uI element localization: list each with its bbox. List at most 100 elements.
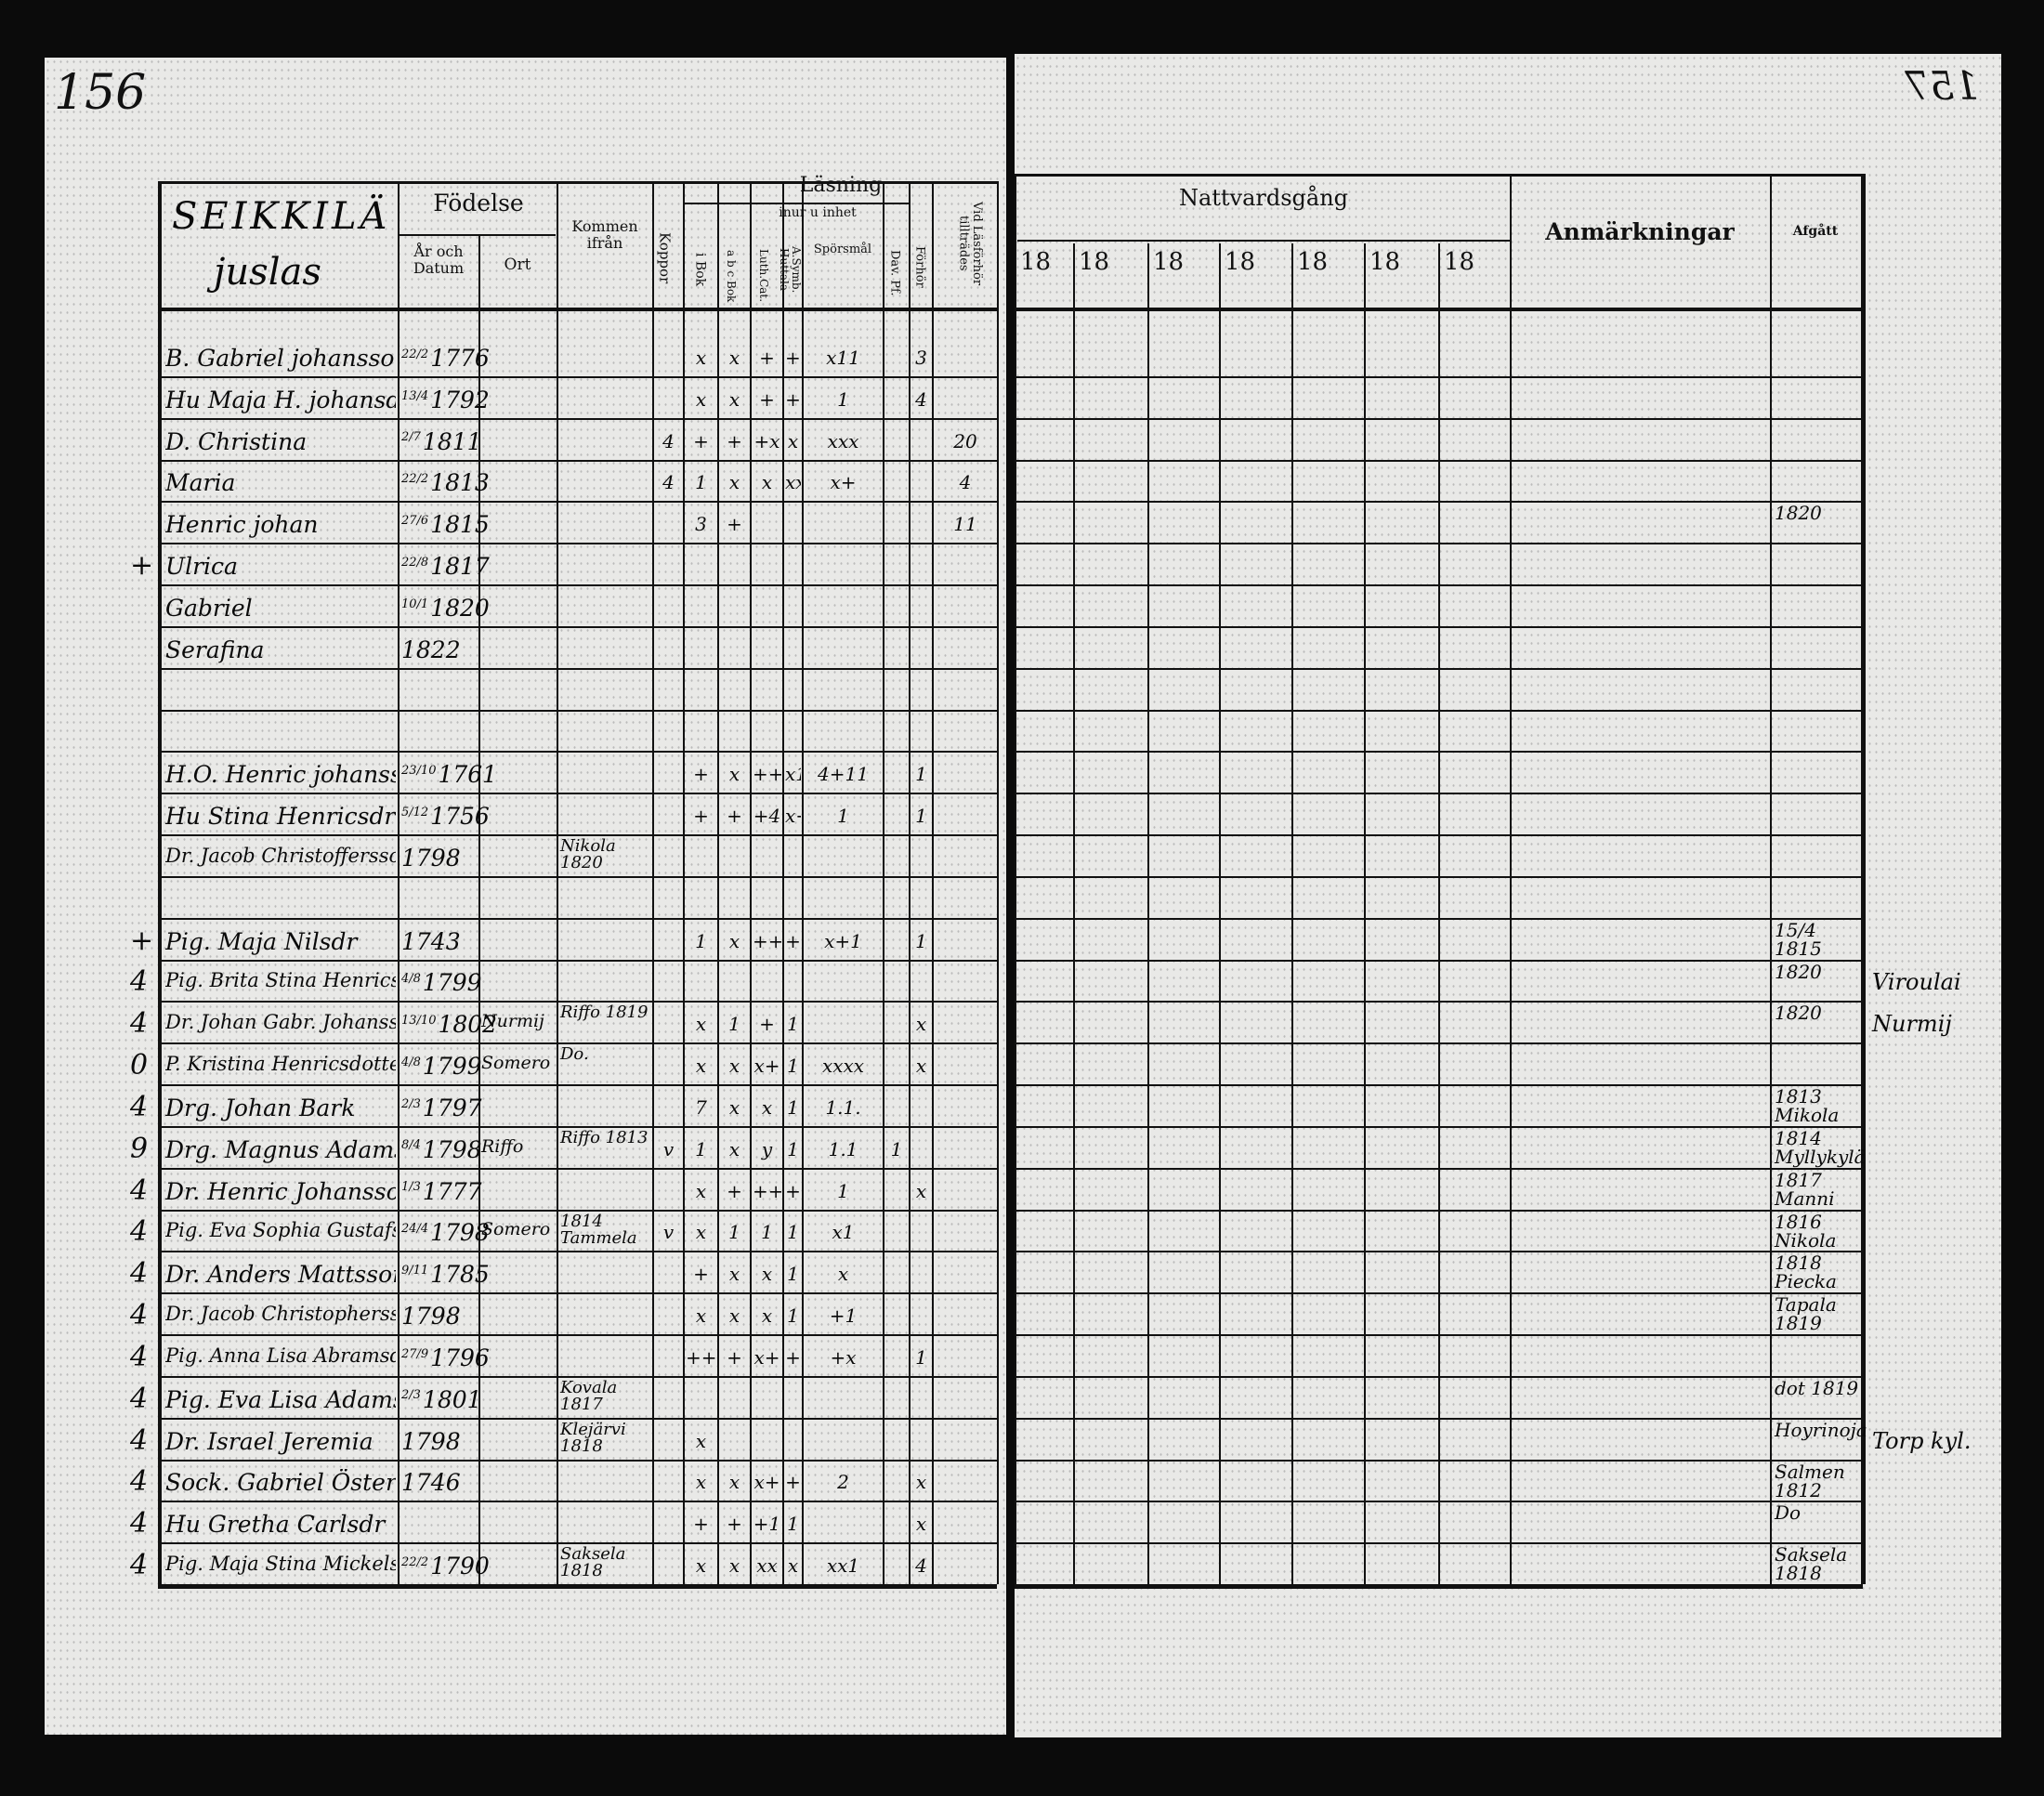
row-line: [1015, 875, 1863, 878]
reading-mark: 1: [837, 1179, 849, 1202]
reading-mark: +: [759, 1013, 775, 1036]
departed-entry: Hoyrinoja: [1775, 1418, 1867, 1441]
margin-mark: 4: [130, 1465, 149, 1499]
header-abc-book: a b c Bok: [725, 249, 739, 303]
column-line: [717, 181, 719, 1585]
reading-mark: x: [695, 1471, 707, 1494]
header-communion: Nattvardsgång: [1178, 185, 1349, 211]
birth-date: 1798: [401, 1303, 461, 1330]
row-line: [1015, 793, 1863, 795]
reading-mark: x+: [830, 471, 857, 494]
reading-mark: x1: [785, 763, 801, 786]
header-year-col: 18: [1153, 248, 1185, 276]
reading-mark: 4: [915, 1554, 927, 1578]
departed-entry: 1813 Mikola: [1775, 1085, 1840, 1127]
reading-mark: x: [728, 1554, 740, 1578]
birth-date: 24/41798: [401, 1219, 490, 1246]
row-line: [158, 625, 997, 628]
reading-mark: xx1: [826, 1554, 860, 1578]
person-name: B. Gabriel johansson: [165, 345, 396, 372]
reading-mark: 1: [787, 1137, 799, 1160]
reading-mark: +: [727, 1179, 742, 1202]
reading-mark: 4: [662, 471, 675, 494]
birth-date: 8/41798: [401, 1136, 482, 1163]
birth-year: 1746: [401, 1469, 461, 1497]
margin-mark: +: [130, 549, 154, 583]
person-name: D. Christina: [165, 427, 308, 455]
column-line: [652, 181, 654, 1585]
reading-mark: 1: [915, 929, 927, 952]
row-line: [158, 1001, 997, 1003]
birth-date: 1798: [401, 845, 461, 872]
person-name: Drg. Johan Bark: [165, 1094, 356, 1121]
person-name: Pig. Maja Stina Mickelsdr: [165, 1553, 396, 1576]
birth-day-month: 13/10: [401, 1013, 437, 1028]
reading-mark: x: [695, 1429, 707, 1452]
reading-mark: +: [759, 347, 775, 369]
column-line: [158, 181, 162, 1585]
birth-year: 1801: [422, 1385, 482, 1413]
reading-mark: ++: [753, 1179, 781, 1202]
person-name: Dr. Israel Jeremia: [165, 1427, 373, 1455]
birth-place: Somero: [481, 1053, 551, 1074]
person-name: Hu Maja H. johansdr: [165, 386, 396, 413]
row-line: [1015, 709, 1863, 712]
person-name: Hu Gretha Carlsdr: [165, 1511, 386, 1539]
birth-day-month: 22/2: [401, 347, 429, 361]
reading-mark: 1: [787, 1304, 799, 1328]
column-line: [1073, 243, 1075, 1585]
birth-place: Nurmij: [481, 1011, 544, 1032]
person-name: Ulrica: [165, 553, 238, 581]
column-line: [1147, 243, 1149, 1585]
departed-entry: Salmen 1812: [1775, 1460, 1845, 1501]
birth-day-month: 22/8: [401, 555, 429, 570]
header-year-col: 18: [1079, 248, 1110, 276]
row-line: [1015, 625, 1863, 628]
reading-mark: 1: [915, 1345, 927, 1369]
person-name: Dr. Henric Johansson: [165, 1177, 396, 1205]
birth-day-month: 5/12: [401, 805, 429, 819]
reading-mark: x: [728, 387, 740, 411]
reading-mark: x: [695, 1055, 707, 1078]
column-line: [802, 181, 804, 1585]
came-from: 1814 Tammela: [560, 1211, 637, 1248]
reading-mark: +: [727, 805, 742, 828]
reading-mark: ++: [753, 763, 781, 786]
birth-divider: [400, 234, 556, 236]
departed-entry: Saksela 1818: [1775, 1543, 1848, 1585]
row-line: [158, 1375, 997, 1378]
birth-year: 1813: [430, 469, 490, 497]
row-line: [1015, 376, 1863, 378]
person-name: H.O. Henric johansson: [165, 761, 396, 789]
reading-mark: +: [785, 387, 801, 411]
village-sub: juslas: [214, 251, 321, 294]
reading-mark: +: [785, 1345, 801, 1369]
reading-mark: x: [728, 1304, 740, 1328]
row-line: [1015, 1542, 1863, 1545]
reading-mark: +: [693, 1263, 709, 1286]
birth-year: 1811: [422, 427, 482, 455]
birth-year: 1797: [422, 1094, 482, 1121]
birth-day-month: 22/2: [401, 472, 429, 487]
header-dav-ps: Dav. Pf.: [887, 250, 902, 296]
reading-mark: 4+11: [818, 763, 869, 786]
row-line: [158, 751, 997, 754]
reading-mark: x: [695, 387, 707, 411]
row-line: [1015, 1584, 1863, 1590]
reading-mark: x: [915, 1055, 927, 1078]
came-from: Nikola 1820: [560, 836, 616, 873]
person-name: Pig. Eva Sophia Gustafsdr: [165, 1219, 396, 1242]
reading-mark: x: [787, 1554, 799, 1578]
row-line: [158, 309, 997, 311]
column-line: [932, 181, 934, 1585]
reading-mark: v: [662, 1137, 675, 1160]
reading-mark: x: [728, 1471, 740, 1494]
header-year-col: 18: [1444, 248, 1475, 276]
birth-year: 1776: [430, 345, 490, 372]
column-line: [909, 181, 911, 1585]
column-line: [398, 181, 400, 1585]
right-page: [1015, 54, 2001, 1737]
birth-year: 1798: [401, 844, 461, 872]
person-name: Hu Stina Henricsdr: [165, 803, 396, 831]
reading-mark: +: [785, 929, 801, 952]
